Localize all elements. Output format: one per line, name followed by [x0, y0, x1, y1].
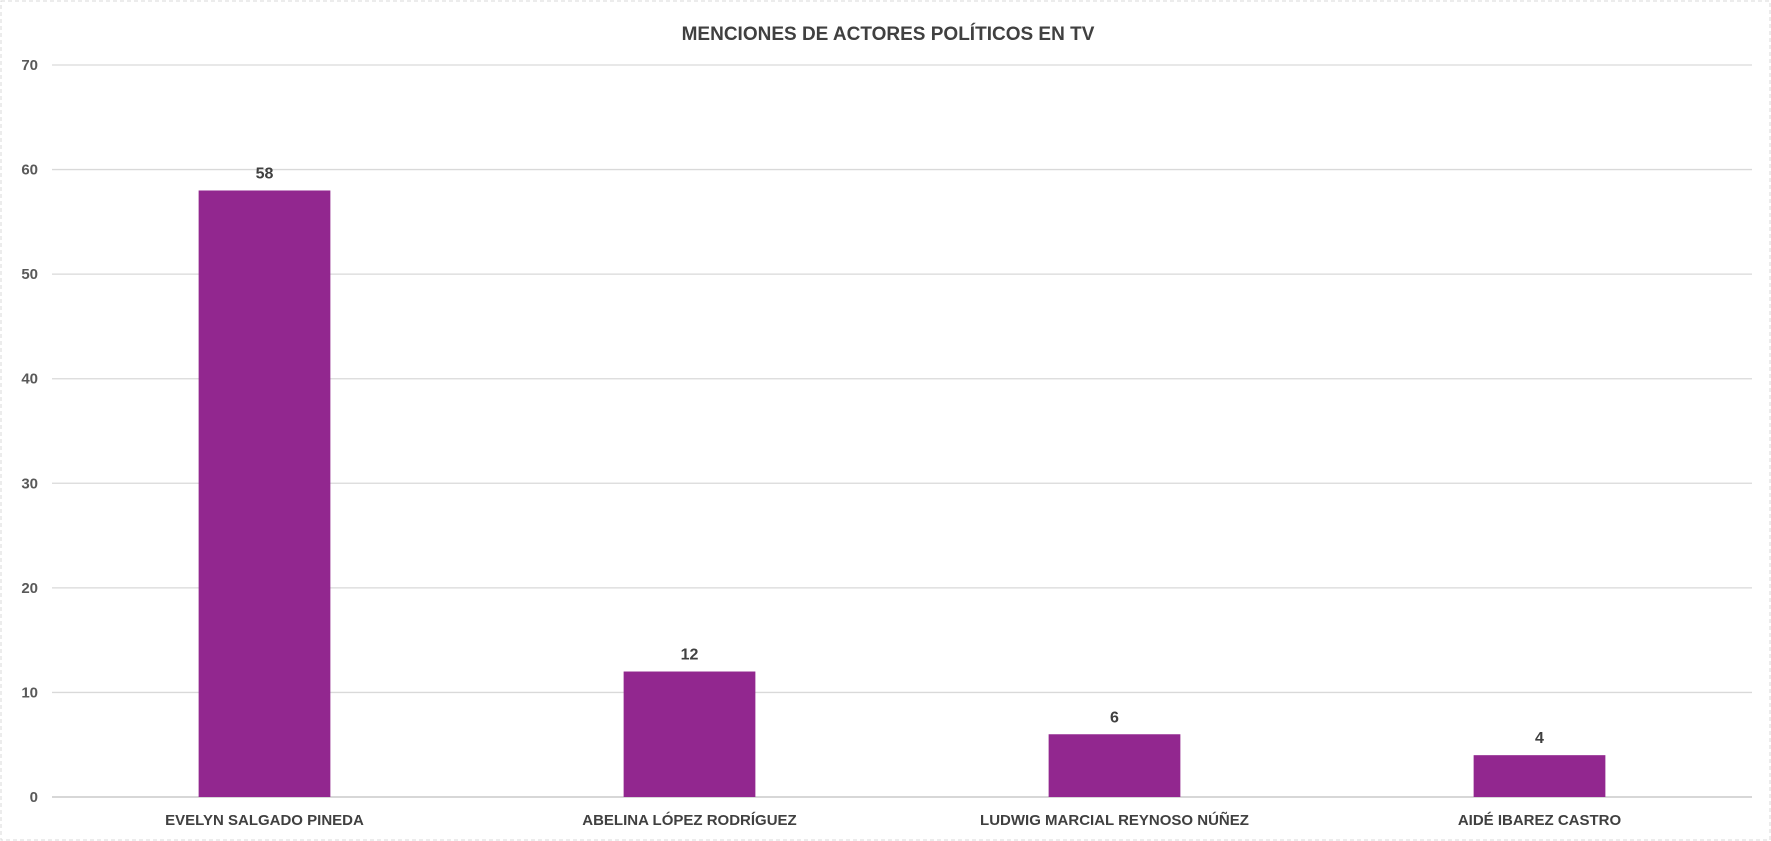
- y-tick-label: 30: [21, 475, 38, 492]
- y-tick-label: 0: [30, 789, 38, 806]
- data-label: 6: [1110, 709, 1119, 726]
- y-tick-label: 60: [21, 162, 38, 179]
- y-tick-label: 70: [21, 57, 38, 74]
- y-axis-tick-labels: 0 10 20 30 40 50 60 70: [21, 57, 38, 806]
- data-label: 4: [1535, 730, 1544, 747]
- bar: [623, 671, 756, 797]
- category-label: ABELINA LÓPEZ RODRÍGUEZ: [582, 811, 796, 829]
- bar: [1473, 755, 1606, 797]
- y-tick-label: 50: [21, 266, 38, 283]
- y-tick-label: 10: [21, 684, 38, 701]
- data-label: 12: [681, 647, 699, 664]
- category-label: EVELYN SALGADO PINEDA: [165, 812, 364, 829]
- category-label: AIDÉ IBAREZ CASTRO: [1458, 812, 1622, 829]
- y-tick-label: 40: [21, 371, 38, 388]
- data-label: 58: [256, 165, 274, 182]
- bars: [198, 190, 1606, 797]
- bar: [198, 190, 331, 797]
- gridlines: [52, 64, 1752, 798]
- y-tick-label: 20: [21, 580, 38, 597]
- data-labels: 58 12 6 4: [256, 165, 1544, 747]
- category-label: LUDWIG MARCIAL REYNOSO NÚÑEZ: [980, 811, 1249, 829]
- bar: [1048, 734, 1181, 797]
- x-axis-category-labels: EVELYN SALGADO PINEDA ABELINA LÓPEZ RODRÍ…: [165, 811, 1621, 829]
- chart-title: MENCIONES DE ACTORES POLÍTICOS EN TV: [682, 23, 1095, 45]
